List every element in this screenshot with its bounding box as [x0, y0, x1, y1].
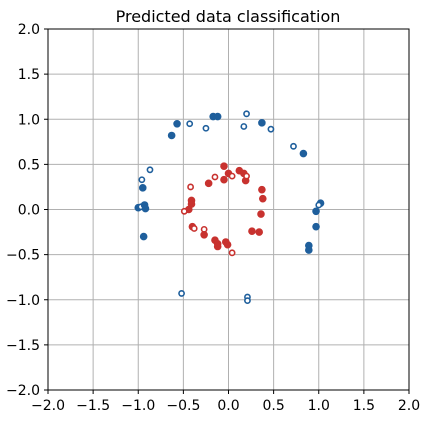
data-point-hollow [190, 225, 198, 232]
data-point [138, 184, 147, 192]
data-point-hollow [211, 173, 219, 181]
data-point [248, 227, 256, 235]
y-tick-label: 1.0 [18, 112, 40, 128]
x-tick-label: 1.0 [308, 398, 330, 414]
data-point [220, 175, 228, 184]
y-tick-label: 0.0 [18, 203, 40, 219]
data-point [213, 112, 222, 121]
chart-title: Predicted data classification [116, 7, 341, 26]
series-1 [180, 162, 267, 257]
x-tick-label: 1.5 [353, 398, 375, 414]
y-tick-label: −1.5 [6, 338, 40, 354]
data-point-hollow [187, 183, 194, 191]
data-point-hollow [202, 124, 210, 132]
data-point [213, 242, 222, 251]
x-tick-label: −1.5 [76, 398, 110, 414]
data-point [312, 207, 320, 216]
points-layer [134, 110, 325, 305]
data-point [299, 149, 308, 158]
x-tick-label: −2.0 [31, 398, 65, 414]
y-tick-label: −1.0 [6, 293, 40, 309]
data-point [223, 240, 232, 249]
x-tick-label: 0.5 [262, 398, 284, 414]
data-point-hollow [228, 249, 236, 257]
data-point [204, 179, 213, 188]
data-point-hollow [146, 166, 154, 174]
data-point-hollow [244, 297, 251, 305]
data-point-hollow [290, 142, 297, 150]
x-tick-label: −0.5 [166, 398, 200, 414]
y-tick-label: 0.5 [18, 157, 40, 173]
y-tick-label: −2.0 [6, 383, 40, 399]
y-tick-label: 2.0 [18, 22, 40, 38]
data-point-hollow [240, 123, 248, 130]
grid-layer [47, 28, 410, 391]
data-point-hollow [228, 172, 236, 180]
x-tick-label: 0.0 [217, 398, 239, 414]
data-point-hollow [243, 172, 250, 180]
series-0 [134, 110, 325, 305]
y-tick-label: −0.5 [6, 248, 40, 264]
data-point [258, 194, 267, 203]
data-point [305, 246, 313, 254]
data-point [173, 119, 181, 128]
data-point [141, 204, 150, 213]
data-point [200, 230, 208, 239]
data-point-hollow [180, 207, 188, 215]
data-point-hollow [178, 290, 185, 297]
data-point-hollow [243, 110, 250, 118]
data-point [167, 131, 176, 140]
data-point [258, 119, 266, 127]
data-point [257, 210, 265, 218]
data-point [220, 162, 228, 170]
data-point [139, 232, 148, 241]
ticks-layer: −2.0 −1.5 −1.0 −0.5 0.0 0.5 1.0 1.5 2.0−2.0−1.5−… [6, 22, 420, 414]
data-point-hollow [315, 201, 323, 209]
data-point-hollow [186, 120, 194, 128]
data-point-hollow [138, 176, 146, 184]
data-point [312, 222, 320, 231]
data-point [255, 228, 263, 236]
y-tick-label: 1.5 [18, 67, 40, 83]
x-tick-label: 2.0 [398, 398, 420, 414]
x-tick-label: −1.0 [121, 398, 155, 414]
data-point-hollow [267, 125, 275, 133]
data-point [258, 185, 266, 194]
